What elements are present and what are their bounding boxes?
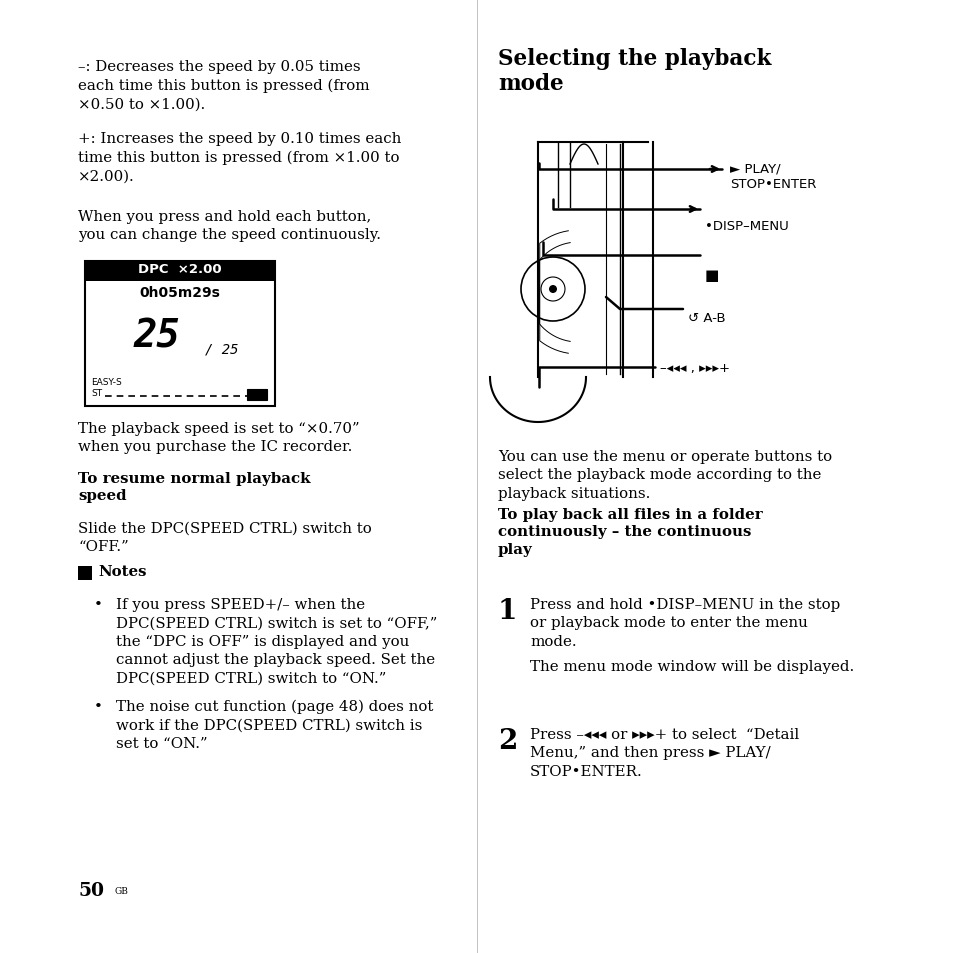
Text: •: • xyxy=(93,700,102,713)
Text: –: Decreases the speed by 0.05 times
each time this button is pressed (from
×0.5: –: Decreases the speed by 0.05 times eac… xyxy=(78,60,369,112)
Text: +: Increases the speed by 0.10 times each
time this button is pressed (from ×1.0: +: Increases the speed by 0.10 times eac… xyxy=(78,132,401,183)
Text: If you press SPEED+/– when the
DPC(SPEED CTRL) switch is set to “OFF,”
the “DPC : If you press SPEED+/– when the DPC(SPEED… xyxy=(116,598,436,685)
Text: 25: 25 xyxy=(133,316,180,355)
Text: To play back all files in a folder
continuously – the continuous
play: To play back all files in a folder conti… xyxy=(497,507,761,556)
Text: •DISP–MENU: •DISP–MENU xyxy=(704,220,788,233)
Text: Press –◂◂◂ or ▸▸▸+ to select  “Detail
Menu,” and then press ► PLAY/
STOP•ENTER.: Press –◂◂◂ or ▸▸▸+ to select “Detail Men… xyxy=(530,727,799,778)
Bar xyxy=(247,390,267,400)
Text: •: • xyxy=(93,598,102,612)
Text: When you press and hold each button,
you can change the speed continuously.: When you press and hold each button, you… xyxy=(78,210,380,242)
Text: 1: 1 xyxy=(497,598,517,624)
Text: ST: ST xyxy=(91,389,102,397)
Text: You can use the menu or operate buttons to
select the playback mode according to: You can use the menu or operate buttons … xyxy=(497,450,831,500)
Text: 50: 50 xyxy=(78,882,104,899)
Circle shape xyxy=(548,286,557,294)
Text: Notes: Notes xyxy=(98,564,147,578)
Text: The menu mode window will be displayed.: The menu mode window will be displayed. xyxy=(530,659,853,673)
Bar xyxy=(85,262,274,407)
Text: –◂◂◂ , ▸▸▸+: –◂◂◂ , ▸▸▸+ xyxy=(659,361,729,375)
Text: The noise cut function (page 48) does not
work if the DPC(SPEED CTRL) switch is
: The noise cut function (page 48) does no… xyxy=(116,700,433,750)
Text: 2: 2 xyxy=(497,727,517,754)
Text: DPC  ×2.00: DPC ×2.00 xyxy=(138,263,222,275)
Text: Press and hold •DISP–MENU in the stop
or playback mode to enter the menu
mode.: Press and hold •DISP–MENU in the stop or… xyxy=(530,598,840,648)
Text: ► PLAY/
STOP•ENTER: ► PLAY/ STOP•ENTER xyxy=(729,162,816,191)
Text: Selecting the playback
mode: Selecting the playback mode xyxy=(497,48,771,95)
Bar xyxy=(85,262,274,282)
Text: GB: GB xyxy=(113,886,128,895)
Bar xyxy=(78,566,91,580)
Text: The playback speed is set to “×0.70”
when you purchase the IC recorder.: The playback speed is set to “×0.70” whe… xyxy=(78,421,359,454)
Text: Slide the DPC(SPEED CTRL) switch to
“OFF.”: Slide the DPC(SPEED CTRL) switch to “OFF… xyxy=(78,521,372,554)
Text: To resume normal playback
speed: To resume normal playback speed xyxy=(78,472,310,503)
Text: ↺ A-B: ↺ A-B xyxy=(687,312,725,325)
Text: EASY-S: EASY-S xyxy=(91,377,122,387)
Text: ■: ■ xyxy=(704,268,719,283)
Text: / 25: / 25 xyxy=(205,341,238,355)
Text: 0h05m29s: 0h05m29s xyxy=(139,286,220,299)
